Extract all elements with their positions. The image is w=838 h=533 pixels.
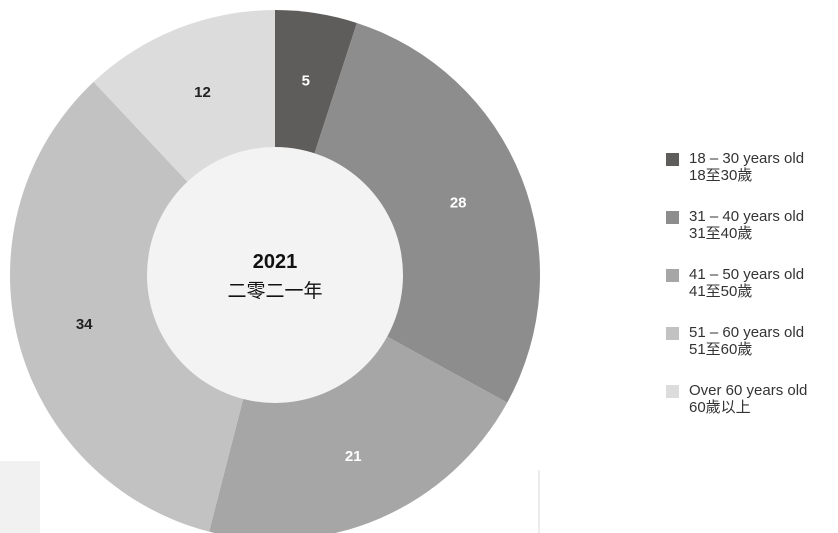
legend-swatch bbox=[666, 327, 679, 340]
legend-item-41-50: 41 – 50 years old 41至50歲 bbox=[666, 266, 836, 324]
legend-item-51-60: 51 – 60 years old 51至60歲 bbox=[666, 324, 836, 382]
slice-value-label: 12 bbox=[194, 84, 211, 101]
legend-label-en: 41 – 50 years old bbox=[689, 266, 805, 283]
center-year-zh: 二零二一年 bbox=[227, 280, 322, 302]
pie-slice bbox=[10, 81, 276, 532]
legend-label-en: 18 – 30 years old bbox=[689, 150, 805, 167]
slice-value-label: 28 bbox=[450, 194, 467, 211]
background-divider bbox=[538, 470, 540, 533]
legend-label-zh: 41至50歲 bbox=[689, 283, 753, 300]
legend-swatch bbox=[666, 385, 679, 398]
slice-value-label: 34 bbox=[76, 316, 93, 333]
donut-hole bbox=[147, 147, 403, 403]
slice-value-label: 5 bbox=[302, 72, 310, 89]
legend-label-zh: 51至60歲 bbox=[689, 341, 753, 358]
legend-swatch bbox=[666, 269, 679, 282]
legend-swatch bbox=[666, 153, 679, 166]
center-year: 2021 bbox=[253, 251, 298, 273]
legend-label-en: 31 – 40 years old bbox=[689, 208, 805, 225]
legend-item-31-40: 31 – 40 years old 31至40歲 bbox=[666, 208, 836, 266]
legend: 18 – 30 years old 18至30歲 31 – 40 years o… bbox=[666, 150, 836, 440]
background-panel bbox=[0, 461, 40, 533]
legend-swatch bbox=[666, 211, 679, 224]
legend-label-en: Over 60 years old bbox=[689, 382, 808, 399]
legend-label-en: 51 – 60 years old bbox=[689, 324, 805, 341]
legend-item-18-30: 18 – 30 years old 18至30歲 bbox=[666, 150, 836, 208]
legend-item-over-60: Over 60 years old 60歲以上 bbox=[666, 382, 836, 440]
legend-label-zh: 18至30歲 bbox=[689, 167, 753, 184]
legend-label-zh: 31至40歲 bbox=[689, 225, 753, 242]
slice-labels-group: 5 28 21 34 12 bbox=[76, 72, 467, 464]
legend-label-zh: 60歲以上 bbox=[689, 399, 751, 416]
slice-value-label: 21 bbox=[345, 448, 362, 465]
